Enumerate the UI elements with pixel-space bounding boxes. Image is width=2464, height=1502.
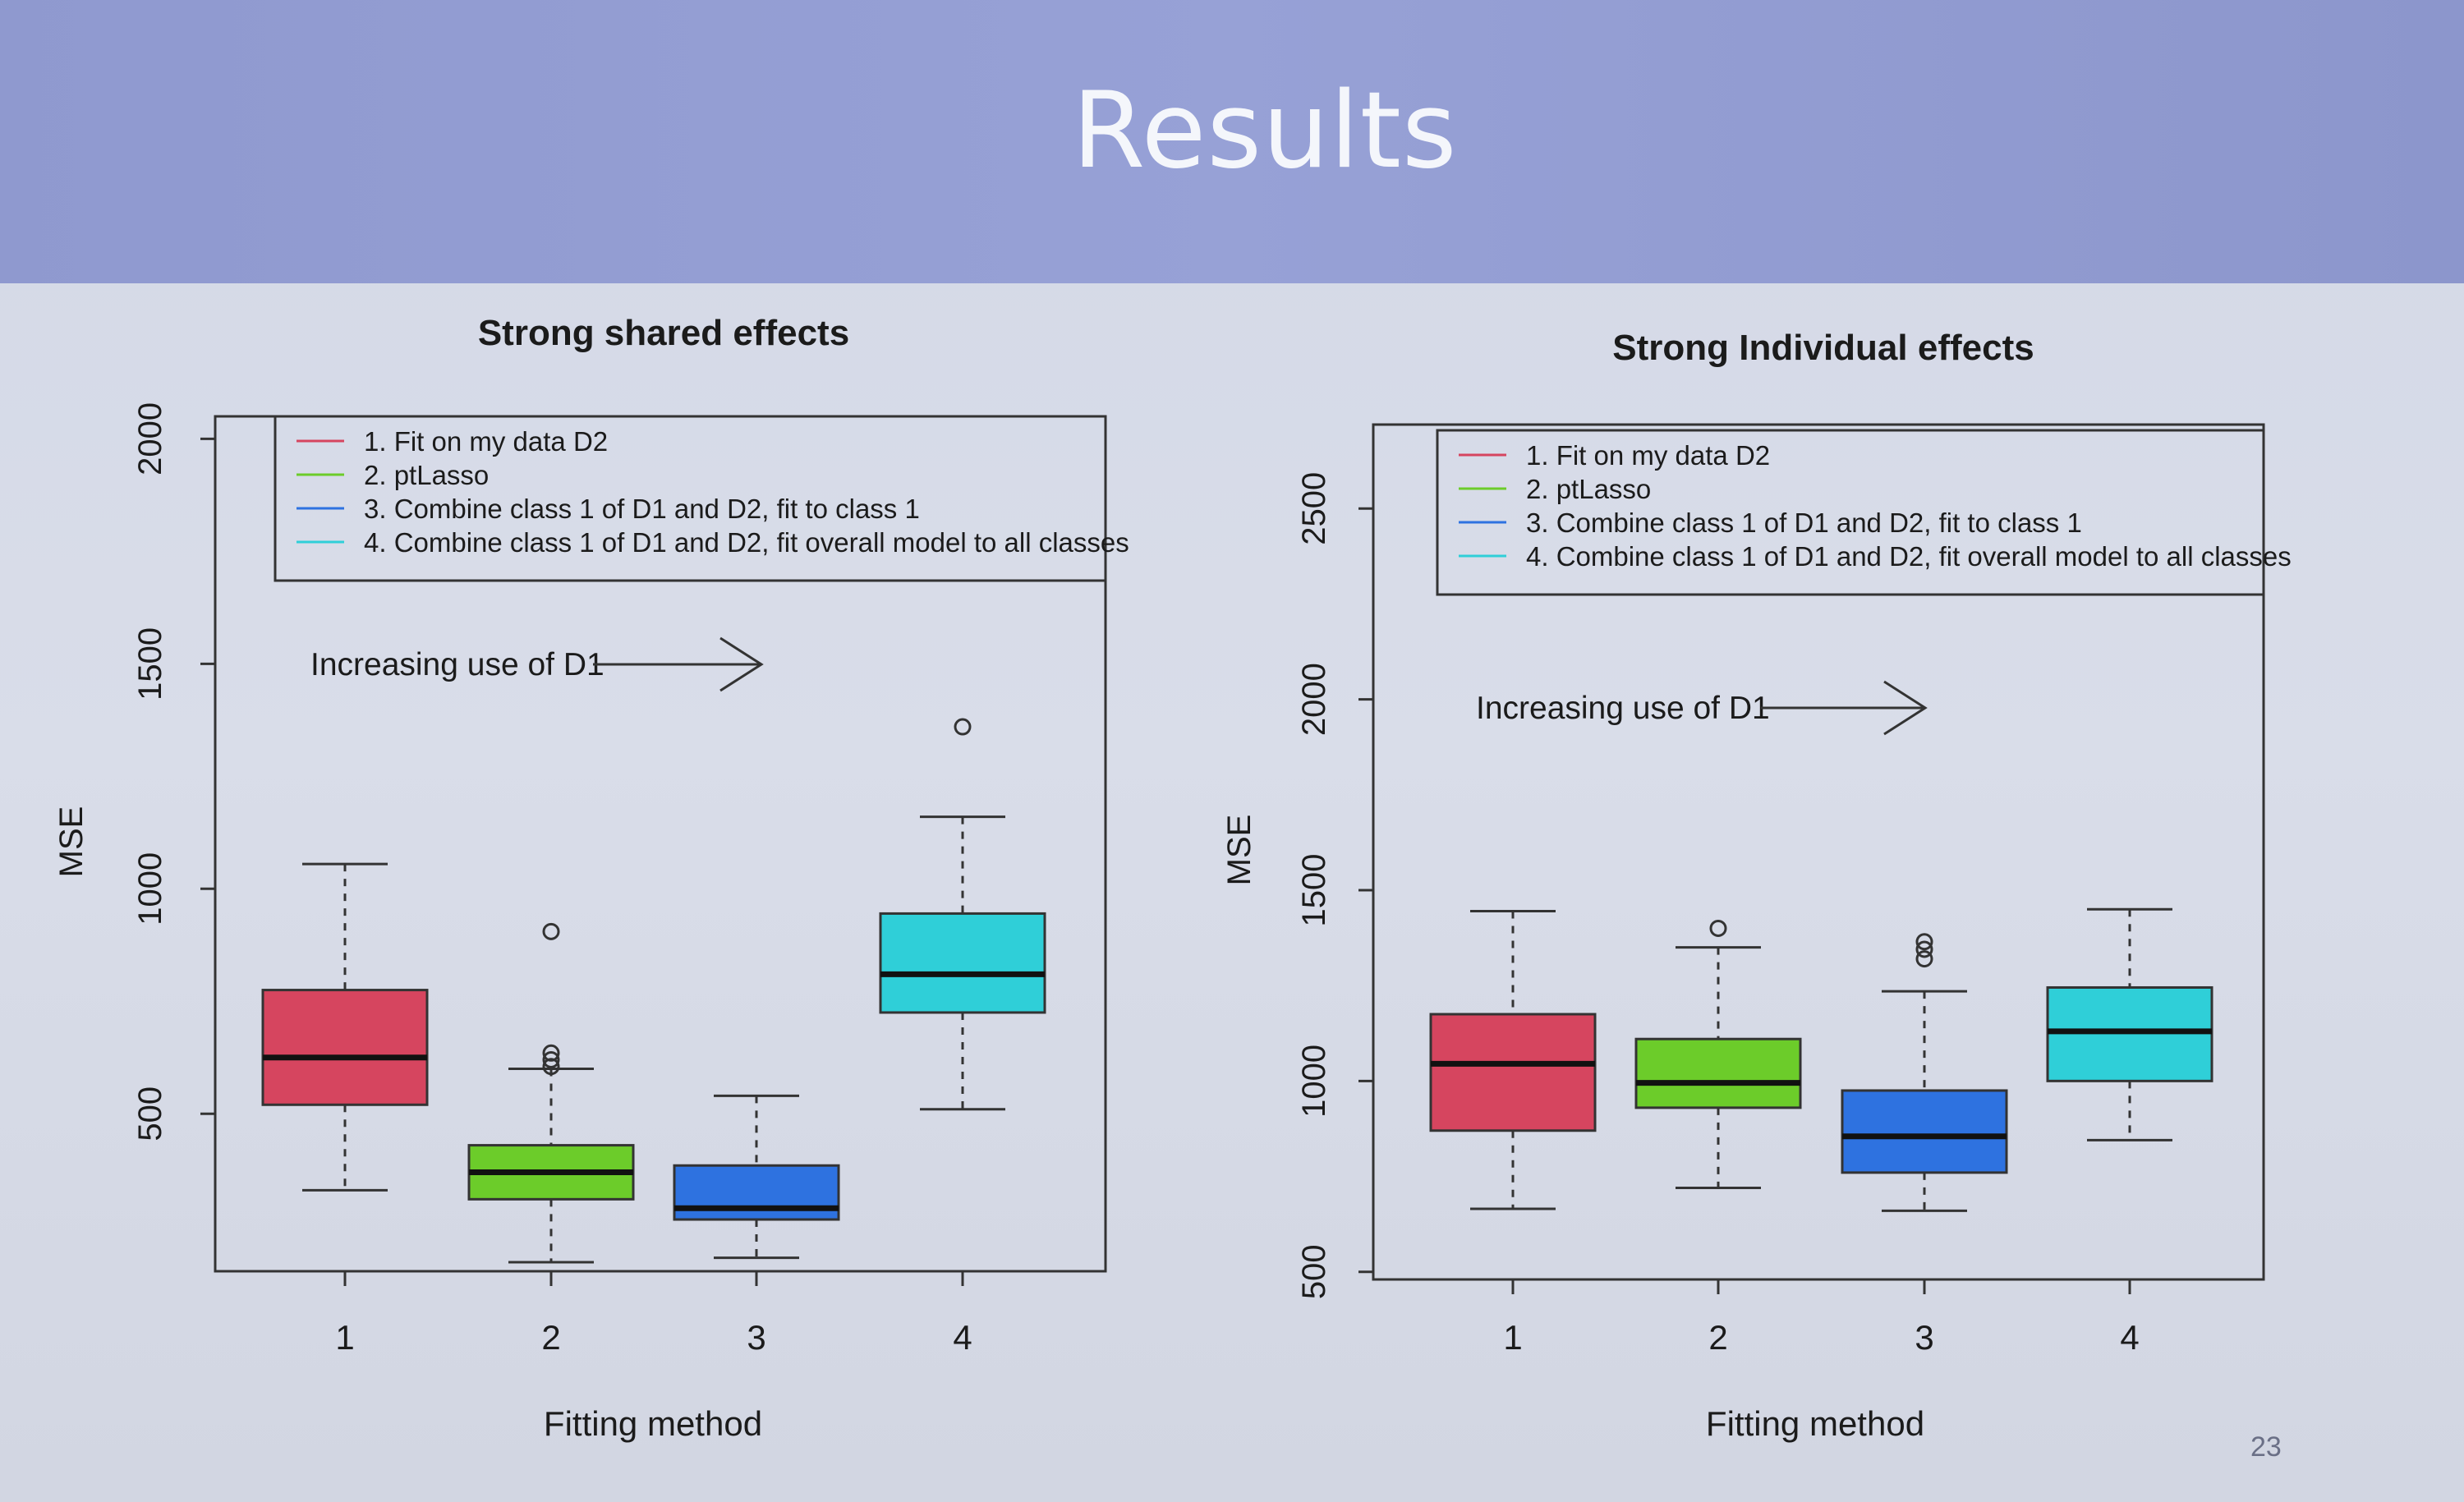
y-tick-label: 1500 <box>132 627 168 700</box>
x-tick-label: 1 <box>1503 1318 1522 1357</box>
outlier-point <box>542 1044 560 1062</box>
y-tick-label: 1000 <box>1296 1045 1332 1118</box>
x-tick-label: 3 <box>1915 1318 1933 1357</box>
legend-label: 2. ptLasso <box>1526 474 1651 504</box>
annotation-arrowhead <box>719 636 764 692</box>
outlier-point <box>542 922 560 940</box>
box-body <box>879 912 1046 1014</box>
annotation-text: Increasing use of D1 <box>1476 691 1770 726</box>
y-tick-label: 2000 <box>1296 663 1332 736</box>
box-body <box>1841 1089 2008 1174</box>
outlier-point <box>542 1050 560 1068</box>
annotation-text: Increasing use of D1 <box>310 647 605 682</box>
legend-box <box>1436 429 2265 596</box>
legend-label: 4. Combine class 1 of D1 and D2, fit ove… <box>364 527 1129 558</box>
x-tick-label: 4 <box>953 1318 972 1357</box>
x-axis-label: Fitting method <box>1706 1404 1924 1443</box>
x-tick-label: 2 <box>541 1318 560 1357</box>
slide-title: Results <box>1072 70 1458 192</box>
y-tick-label: 500 <box>132 1086 168 1141</box>
box-3 <box>1841 933 2008 1212</box>
box-4 <box>879 718 1046 1111</box>
annotation-arrowhead <box>1883 680 1928 736</box>
chart-strong-shared-effects: Strong shared effects 500 1000 1500 2000 MSE 1… <box>53 313 1129 1443</box>
y-tick-label: 1500 <box>1296 853 1332 926</box>
box-2 <box>1634 919 1802 1189</box>
slide-number: 23 <box>2250 1431 2282 1463</box>
outlier-point <box>1915 940 1933 958</box>
x-axis-label: Fitting method <box>544 1404 762 1443</box>
x-tick-label: 1 <box>335 1318 354 1357</box>
legend-label: 1. Fit on my data D2 <box>1526 440 1770 471</box>
legend-box <box>274 415 1107 582</box>
y-tick-label: 2000 <box>132 402 168 475</box>
slide-header <box>0 0 2464 283</box>
box-2 <box>467 922 635 1264</box>
legend-label: 3. Combine class 1 of D1 and D2, fit to … <box>364 494 920 524</box>
box-body <box>1429 1013 1597 1132</box>
chart-title: Strong shared effects <box>478 313 849 353</box>
legend-label: 3. Combine class 1 of D1 and D2, fit to … <box>1526 508 2082 538</box>
x-tick-label: 2 <box>1708 1318 1727 1357</box>
box-body <box>261 989 429 1106</box>
y-axis-label: MSE <box>53 806 90 878</box>
box-body <box>1634 1037 1802 1109</box>
box-4 <box>2046 907 2213 1141</box>
legend-label: 1. Fit on my data D2 <box>364 426 608 457</box>
outlier-point <box>542 1058 560 1076</box>
y-axis-label: MSE <box>1221 815 1257 886</box>
chart-title: Strong Individual effects <box>1612 328 2034 368</box>
y-tick-label: 2500 <box>1296 472 1332 545</box>
x-tick-label: 3 <box>747 1318 765 1357</box>
x-tick-label: 4 <box>2120 1318 2139 1357</box>
box-3 <box>673 1094 840 1260</box>
outlier-point <box>1915 933 1933 951</box>
box-1 <box>1429 910 1597 1210</box>
outlier-point <box>1709 919 1727 937</box>
outlier-point <box>1915 950 1933 968</box>
chart-strong-individual-effects: Strong Individual effects 500 1000 1500 2000… <box>1221 328 2292 1443</box>
y-tick-label: 1000 <box>132 852 168 926</box>
y-tick-label: 500 <box>1296 1244 1332 1299</box>
legend-label: 4. Combine class 1 of D1 and D2, fit ove… <box>1526 541 2292 572</box>
plot-frame <box>1372 423 2265 1281</box>
box-1 <box>261 862 429 1192</box>
outlier-point <box>954 718 972 736</box>
legend-label: 2. ptLasso <box>364 460 489 490</box>
